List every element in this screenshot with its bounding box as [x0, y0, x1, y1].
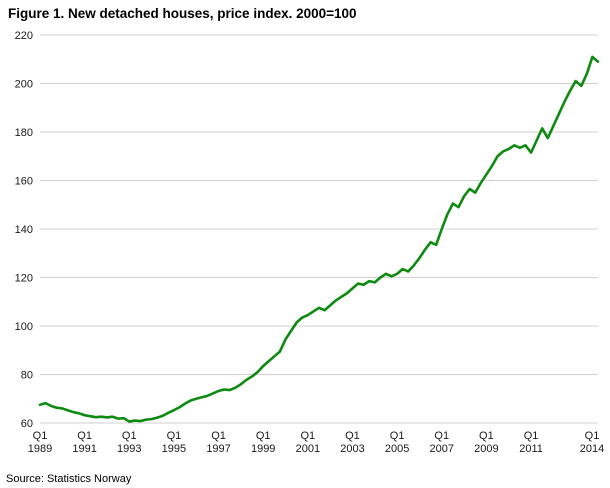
- x-axis-label-year: 2011: [519, 443, 543, 455]
- x-axis-label-quarter: Q1: [77, 430, 92, 442]
- x-axis-label-quarter: Q1: [345, 430, 360, 442]
- x-axis-label-year: 1995: [162, 443, 186, 455]
- x-axis-label-quarter: Q1: [585, 430, 600, 442]
- x-axis-label-quarter: Q1: [300, 430, 315, 442]
- x-axis-label-quarter: Q1: [479, 430, 494, 442]
- x-axis-label-quarter: Q1: [33, 430, 48, 442]
- source-note: Source: Statistics Norway: [6, 473, 132, 485]
- y-axis-label: 220: [15, 30, 33, 42]
- x-axis-label-year: 1991: [72, 443, 96, 455]
- y-axis-label: 80: [21, 370, 33, 382]
- x-axis-label-year: 2014: [580, 443, 604, 455]
- y-axis-label: 120: [15, 273, 33, 285]
- price-index-line: [38, 55, 600, 423]
- x-axis-label-quarter: Q1: [524, 430, 539, 442]
- price-index-chart: 6080100120140160180200220Q11989Q11991Q11…: [15, 30, 605, 455]
- y-axis-label: 200: [15, 79, 33, 91]
- chart-title: Figure 1. New detached houses, price ind…: [8, 6, 357, 21]
- x-axis-label-quarter: Q1: [256, 430, 271, 442]
- y-axis-label: 140: [15, 224, 33, 236]
- x-axis-label-quarter: Q1: [434, 430, 449, 442]
- x-axis-label-year: 2005: [385, 443, 409, 455]
- x-axis-label-year: 1999: [251, 443, 275, 455]
- x-axis-label-year: 2009: [474, 443, 498, 455]
- y-axis-label: 100: [15, 321, 33, 333]
- x-axis-label-year: 1993: [117, 443, 141, 455]
- x-axis-label-year: 2003: [340, 443, 364, 455]
- y-axis-label: 180: [15, 127, 33, 139]
- x-axis-label-year: 1997: [206, 443, 230, 455]
- x-axis-label-quarter: Q1: [390, 430, 405, 442]
- x-axis-label-year: 1989: [28, 443, 52, 455]
- x-axis-label-quarter: Q1: [167, 430, 182, 442]
- x-axis-label-quarter: Q1: [211, 430, 226, 442]
- x-axis-label-year: 2007: [430, 443, 454, 455]
- x-axis-label-quarter: Q1: [122, 430, 137, 442]
- y-axis-label: 160: [15, 176, 33, 188]
- y-axis-label: 60: [21, 418, 33, 430]
- x-axis-label-year: 2001: [296, 443, 320, 455]
